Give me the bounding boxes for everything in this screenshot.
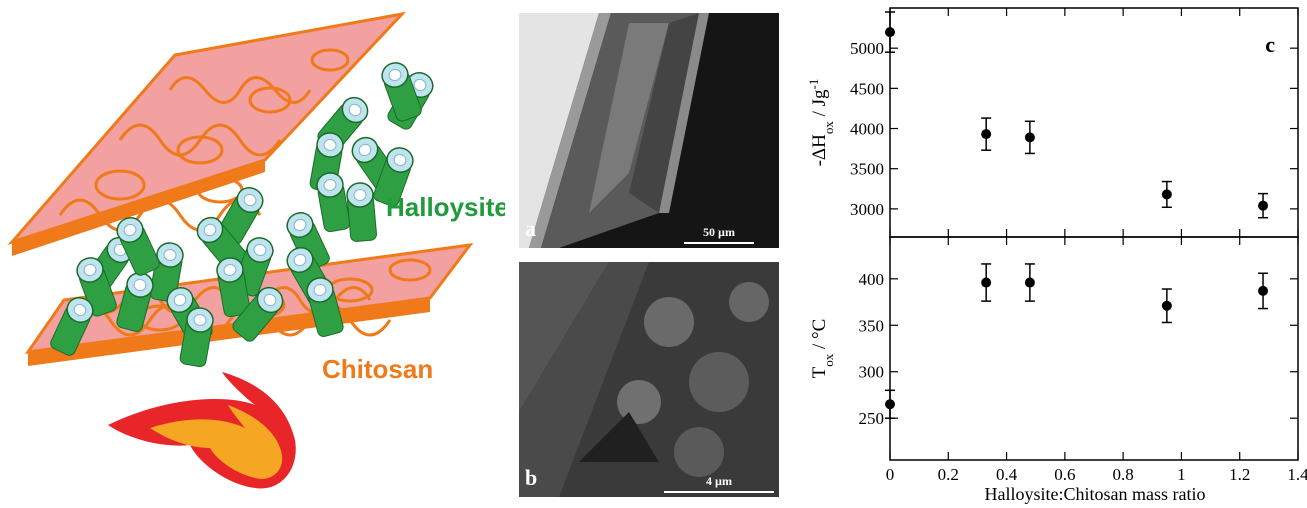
- flame-icon: [108, 372, 296, 489]
- data-point: [885, 27, 895, 38]
- y-tick-label-top: 4500: [850, 79, 884, 98]
- data-point: [1258, 285, 1269, 296]
- y-tick-label-top: 3500: [850, 160, 884, 179]
- x-tick-label: 0.2: [938, 465, 959, 484]
- x-tick-label: 0.4: [996, 465, 1018, 484]
- y-tick-label-top: 5000: [850, 39, 884, 58]
- x-axis-label: Halloysite:Chitosan mass ratio: [985, 484, 1206, 504]
- sem-b-letter: b: [525, 465, 538, 490]
- halloysite-tube: [116, 217, 160, 276]
- sem-a-letter: a: [525, 216, 536, 241]
- oxidation-chart: c Halloysite:Chitosan mass ratio 3000350…: [806, 7, 1307, 504]
- halloysite-tube: [232, 286, 284, 342]
- halloysite-tubes: [50, 62, 434, 368]
- x-tick-label: 0: [886, 465, 895, 484]
- sem-image-b: b 4 µm: [519, 262, 779, 497]
- panel-label: c: [1265, 32, 1275, 57]
- x-tick-label: 1.2: [1229, 465, 1250, 484]
- halloysite-tube: [373, 147, 414, 207]
- halloysite-tube: [50, 297, 94, 356]
- chitosan-sheet-top: [7, 11, 407, 246]
- halloysite-tube: [346, 182, 377, 242]
- x-tick-label: 1.4: [1287, 465, 1307, 484]
- data-point: [1024, 132, 1035, 143]
- chitosan-fibers-top: [58, 48, 350, 232]
- data-point: [981, 277, 992, 288]
- halloysite-chitosan-illustration: Halloysite Chitosan: [7, 11, 505, 489]
- halloysite-tube: [179, 307, 214, 368]
- sem-b-scalebar: 4 µm: [664, 474, 774, 493]
- halloysite-tube: [216, 257, 251, 318]
- halloysite-label: Halloysite: [386, 192, 505, 222]
- data-point: [885, 399, 895, 410]
- chitosan-label: Chitosan: [322, 354, 433, 384]
- y-axis-label-top: -ΔHox / Jg-1: [806, 79, 836, 167]
- y-tick-label-bottom: 300: [859, 363, 885, 382]
- y-tick-label-bottom: 400: [859, 270, 885, 289]
- sem-image-a: a 50 µm: [519, 13, 779, 248]
- y-tick-label-top: 4000: [850, 120, 884, 139]
- halloysite-tube: [116, 272, 154, 332]
- halloysite-tube: [381, 62, 422, 122]
- plot-frame-bottom: [889, 236, 1299, 461]
- data-point: [1161, 189, 1172, 200]
- data-point: [981, 129, 992, 140]
- sem-b-scale-label: 4 µm: [706, 474, 732, 488]
- data-point: [1258, 200, 1269, 211]
- data-point: [1161, 300, 1172, 311]
- y-tick-label-bottom: 350: [859, 316, 885, 335]
- halloysite-tube: [316, 172, 351, 233]
- y-axis-label-bottom: Tox / °C: [809, 319, 836, 379]
- sem-a-scalebar: 50 µm: [684, 225, 754, 244]
- x-tick-label: 0.6: [1054, 465, 1075, 484]
- sem-a-scale-label: 50 µm: [703, 225, 735, 239]
- x-tick-label: 0.8: [1113, 465, 1134, 484]
- plot-frame-top: [889, 7, 1299, 238]
- halloysite-tube: [306, 277, 344, 337]
- x-tick-label: 1: [1177, 465, 1186, 484]
- y-tick-label-top: 3000: [850, 200, 884, 219]
- data-point: [1024, 277, 1035, 288]
- y-tick-label-bottom: 250: [859, 409, 885, 428]
